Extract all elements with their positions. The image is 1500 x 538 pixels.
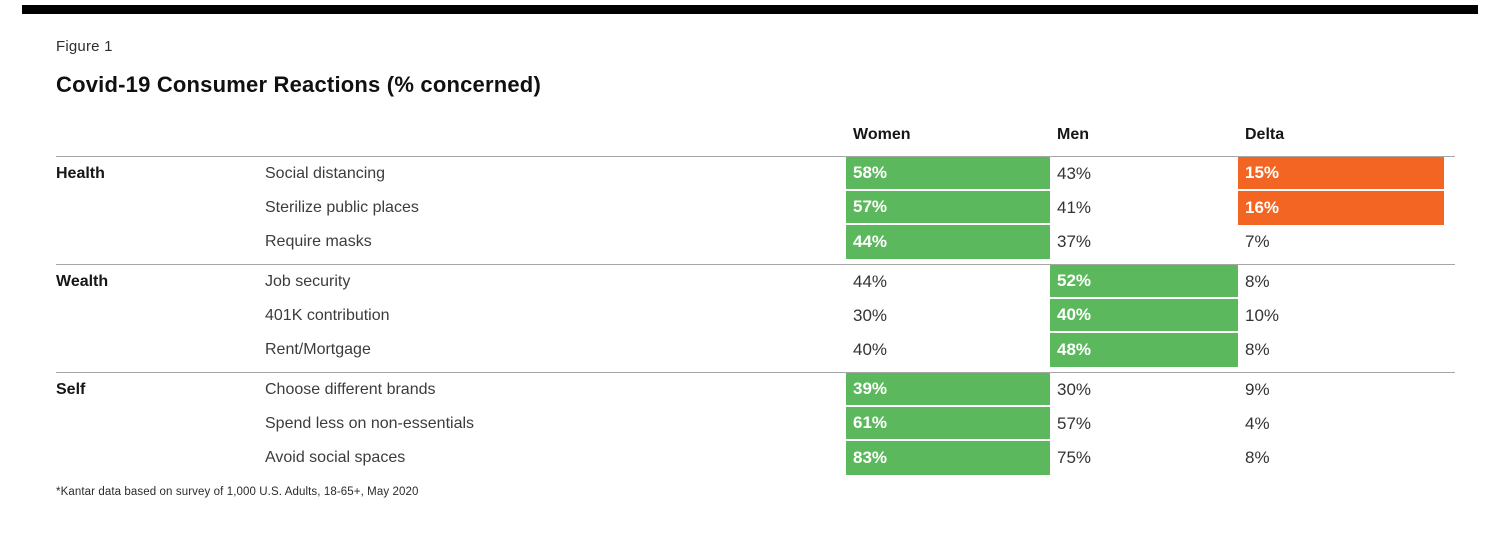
value-cell-women: 57% — [846, 191, 1050, 225]
column-header-delta: Delta — [1245, 125, 1285, 143]
table-row: 401K contribution 30% 40% 10% — [56, 299, 1455, 333]
value-cell-women: 30% — [853, 306, 888, 325]
table-row: Self Choose different brands 39% 30% 9% — [56, 373, 1455, 407]
value-cell-women: 58% — [846, 157, 1050, 191]
value-cell-men: 40% — [1050, 299, 1238, 333]
value-cell-women: 40% — [853, 340, 888, 359]
value-cell-delta: 4% — [1245, 414, 1270, 433]
value-cell-men: 30% — [1057, 380, 1092, 399]
category-label: Self — [56, 381, 86, 398]
table-row: Rent/Mortgage 40% 48% 8% — [56, 333, 1455, 367]
value-cell-women: 39% — [846, 373, 1050, 407]
value-cell-delta: 8% — [1245, 448, 1270, 467]
item-label: 401K contribution — [265, 307, 390, 324]
value-cell-men: 52% — [1050, 265, 1238, 299]
table-row: Avoid social spaces 83% 75% 8% — [56, 441, 1455, 475]
table-header-row: Women Men Delta — [56, 120, 1455, 156]
value-cell-delta: 15% — [1238, 157, 1444, 191]
table-row: Wealth Job security 44% 52% 8% — [56, 265, 1455, 299]
value-cell-delta: 8% — [1245, 272, 1270, 291]
value-cell-men: 41% — [1057, 198, 1092, 217]
value-cell-women: 83% — [846, 441, 1050, 475]
category-label: Wealth — [56, 273, 109, 290]
item-label: Sterilize public places — [265, 199, 419, 216]
value-cell-women: 61% — [846, 407, 1050, 441]
value-cell-men: 37% — [1057, 232, 1092, 251]
column-header-women: Women — [853, 125, 911, 143]
value-cell-delta: 10% — [1245, 306, 1280, 325]
table-row: Health Social distancing 58% 43% 15% — [56, 157, 1455, 191]
value-cell-men: 48% — [1050, 333, 1238, 367]
value-cell-delta: 9% — [1245, 380, 1270, 399]
item-label: Require masks — [265, 233, 372, 250]
item-label: Avoid social spaces — [265, 449, 406, 466]
table-row: Require masks 44% 37% 7% — [56, 225, 1455, 259]
item-label: Job security — [265, 273, 351, 290]
value-cell-men: 75% — [1057, 448, 1092, 467]
section-health: Health Social distancing 58% 43% 15% Ste… — [56, 156, 1455, 264]
category-label: Health — [56, 165, 105, 182]
value-cell-delta: 8% — [1245, 340, 1270, 359]
item-label: Choose different brands — [265, 381, 436, 398]
table-row: Spend less on non-essentials 61% 57% 4% — [56, 407, 1455, 441]
footnote: *Kantar data based on survey of 1,000 U.… — [56, 486, 419, 498]
value-cell-delta: 7% — [1245, 232, 1270, 251]
figure-label: Figure 1 — [56, 38, 113, 55]
value-cell-women: 44% — [846, 225, 1050, 259]
column-header-men: Men — [1057, 125, 1089, 143]
value-cell-delta: 16% — [1238, 191, 1444, 225]
section-wealth: Wealth Job security 44% 52% 8% 401K cont… — [56, 264, 1455, 372]
data-table: Women Men Delta Health Social distancing… — [56, 120, 1455, 480]
value-cell-men: 57% — [1057, 414, 1092, 433]
item-label: Rent/Mortgage — [265, 341, 371, 358]
top-rule — [22, 5, 1478, 14]
item-label: Spend less on non-essentials — [265, 415, 475, 432]
item-label: Social distancing — [265, 165, 386, 182]
page-title: Covid-19 Consumer Reactions (% concerned… — [56, 72, 541, 97]
value-cell-men: 43% — [1057, 164, 1092, 183]
section-self: Self Choose different brands 39% 30% 9% … — [56, 372, 1455, 480]
value-cell-women: 44% — [853, 272, 888, 291]
table-row: Sterilize public places 57% 41% 16% — [56, 191, 1455, 225]
